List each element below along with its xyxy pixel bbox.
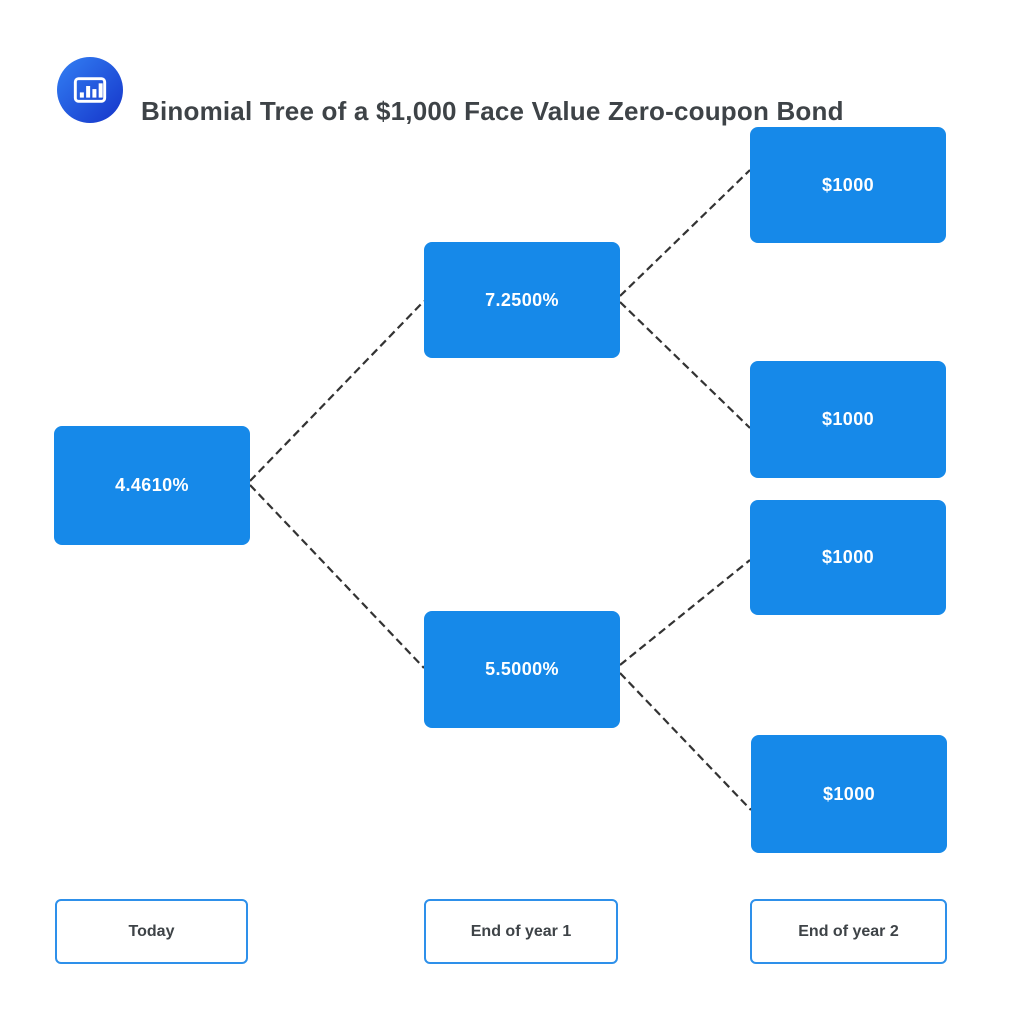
bar-chart-icon [57, 57, 123, 123]
connector-line [619, 559, 751, 666]
tree-node-year2-payoff-1: $1000 [750, 127, 946, 243]
timeline-label-today: Today [55, 899, 248, 964]
page-title: Binomial Tree of a $1,000 Face Value Zer… [141, 96, 844, 127]
timeline-label-end-of-year-2: End of year 2 [750, 899, 947, 964]
tree-node-today-rate: 4.4610% [54, 426, 250, 545]
timeline-label-end-of-year-1: End of year 1 [424, 899, 618, 964]
tree-node-year2-payoff-4: $1000 [751, 735, 947, 853]
tree-node-year2-payoff-3: $1000 [750, 500, 946, 615]
connector-line [249, 300, 425, 482]
tree-node-year2-payoff-2: $1000 [750, 361, 946, 478]
connector-line [619, 672, 752, 811]
tree-node-year1-up-rate: 7.2500% [424, 242, 620, 358]
tree-node-year1-down-rate: 5.5000% [424, 611, 620, 728]
connector-line [249, 484, 425, 669]
connector-line [619, 301, 751, 429]
connector-line [619, 169, 751, 297]
